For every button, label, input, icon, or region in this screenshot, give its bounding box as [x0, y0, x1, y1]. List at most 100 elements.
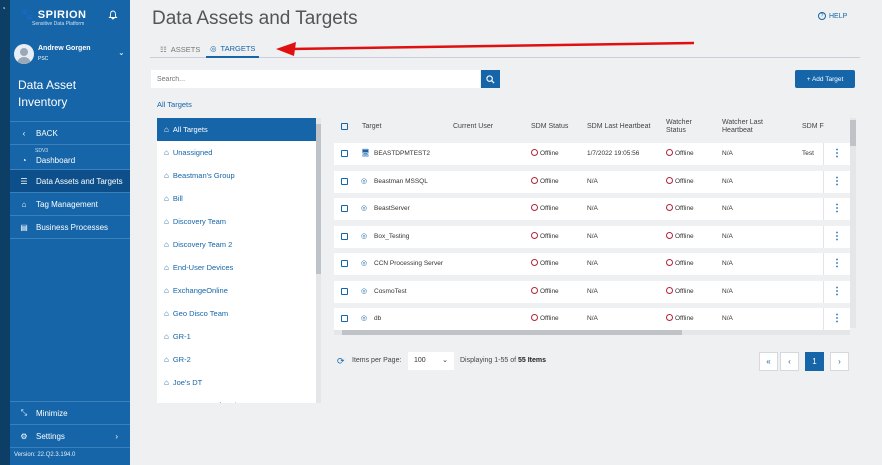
row-actions-kebab-icon[interactable]: ⋮ [823, 198, 850, 220]
cell-target[interactable]: BEASTDPMTEST2 [374, 150, 430, 157]
sidebar-nav: ‹ BACK SDV3 ◔ Dashboard ☰ Data Assets an… [10, 121, 130, 239]
tag-list-item[interactable]: ⌂ Joe's DT [157, 371, 316, 394]
row-checkbox[interactable] [341, 177, 348, 185]
column-header-sdm-heartbeat[interactable]: SDM Last Heartbeat [587, 123, 651, 130]
tag-list-item[interactable]: ⌂ End-User Devices [157, 256, 316, 279]
sidebar-item-back[interactable]: ‹ BACK [10, 122, 130, 145]
tag-label: Discovery Team [172, 217, 227, 226]
tag-list-item[interactable]: ⌂ Discovery Team [157, 210, 316, 233]
sidebar-item-dashboard[interactable]: SDV3 ◔ Dashboard [10, 145, 130, 170]
cell-watcher-status: Offline [666, 259, 694, 267]
cell-target[interactable]: db [374, 315, 382, 322]
row-checkbox[interactable] [341, 287, 348, 295]
tag-list-item[interactable]: ⌂ GR-2 [157, 348, 316, 371]
sidebar-item-tag-management[interactable]: ⌂ Tag Management [10, 193, 130, 216]
tag-label: ExchangeOnline [172, 286, 228, 295]
table-horizontal-scrollbar[interactable] [334, 330, 850, 335]
column-header-sdm-f[interactable]: SDM F [802, 123, 824, 130]
cell-target[interactable]: BeastServer [374, 205, 410, 212]
tag-list-item[interactable]: ⌂ Beastman's Group [157, 164, 316, 187]
select-all-checkbox[interactable] [341, 123, 348, 130]
page-button-current[interactable]: 1 [805, 352, 824, 371]
table-row[interactable]: ◎ Box_Testing Offline N/A Offline N/A ⋮ [334, 225, 850, 248]
scrollbar-thumb[interactable] [850, 120, 856, 146]
row-actions-kebab-icon[interactable]: ⋮ [823, 143, 850, 165]
chevron-down-icon[interactable]: ⌄ [118, 48, 125, 57]
offline-status-icon [531, 176, 538, 184]
tag-list-item[interactable]: ⌂ Bill [157, 187, 316, 210]
help-label: HELP [829, 12, 848, 20]
tag-label: All Targets [172, 125, 208, 134]
tag-list-item[interactable]: ⌂ Discovery Team 2 [157, 233, 316, 256]
row-checkbox[interactable] [341, 232, 348, 240]
cell-target[interactable]: Beastman MSSQL [374, 177, 428, 185]
tag-list-item[interactable]: ⌂ All Targets [157, 118, 316, 141]
cell-target[interactable]: Box_Testing [374, 232, 410, 240]
status-text: Offline [675, 260, 694, 267]
column-header-watcher-status[interactable]: Watcher Status [666, 119, 692, 134]
offline-status-icon [666, 149, 673, 157]
row-actions-kebab-icon[interactable]: ⋮ [823, 225, 850, 248]
row-checkbox[interactable] [341, 315, 348, 322]
tag-icon: ⌂ [164, 378, 169, 387]
prev-page-button[interactable]: ‹ [780, 352, 799, 371]
tag-list-scrollbar[interactable] [316, 118, 321, 403]
table-row[interactable]: ◎ db Offline N/A Offline N/A ⋮ [334, 308, 850, 330]
scrollbar-thumb[interactable] [342, 330, 682, 335]
search-input[interactable] [151, 70, 480, 88]
column-header-watcher-heartbeat[interactable]: Watcher Last Heartbeat [722, 119, 763, 134]
offline-status-icon [531, 259, 538, 267]
display-prefix: Displaying 1-55 of [460, 357, 518, 364]
table-scrollbar[interactable] [850, 118, 856, 328]
sidebar-item-business-processes[interactable]: ▤ Business Processes [10, 216, 130, 239]
cell-target[interactable]: CCN Processing Server [374, 260, 443, 267]
row-checkbox[interactable] [341, 150, 348, 157]
add-target-button[interactable]: + Add Target [795, 70, 855, 88]
tag-label: GR-2 [172, 355, 191, 364]
row-actions-kebab-icon[interactable]: ⋮ [823, 280, 850, 303]
scrollbar-thumb[interactable] [316, 124, 321, 274]
row-actions-kebab-icon[interactable]: ⋮ [823, 170, 850, 193]
row-actions-kebab-icon[interactable]: ⋮ [823, 308, 850, 330]
tag-list: ⌂ All Targets ⌂ Unassigned ⌂ Beastman's Group… [157, 118, 316, 403]
tag-label: Unassigned [172, 148, 213, 157]
sidebar-item-data-assets[interactable]: ☰ Data Assets and Targets [10, 170, 130, 193]
next-page-button[interactable]: › [830, 352, 849, 371]
tag-list-item[interactable]: ⌂ GR-1 [157, 325, 316, 348]
search-button[interactable] [481, 70, 500, 88]
table-row[interactable]: ◎ CosmoTest Offline N/A Offline N/A ⋮ [334, 280, 850, 303]
refresh-icon[interactable]: ⟳ [337, 356, 345, 366]
cell-watcher-heartbeat: N/A [722, 150, 733, 157]
cell-sdm-heartbeat: N/A [587, 260, 598, 267]
bell-icon[interactable] [108, 10, 118, 20]
table-row[interactable]: ◎ Beastman MSSQL Offline N/A Offline N/A ⋮ [334, 170, 850, 193]
breadcrumb[interactable]: All Targets [157, 100, 192, 109]
tag-list-item[interactable]: ⌂ Unassigned [157, 141, 316, 164]
sidebar: 🐾 SPIRION Sensitive Data Platform Andrew… [10, 0, 130, 465]
tag-list-item[interactable]: ⌂ Joe's test tag for 3/24 [157, 394, 316, 403]
column-header-target[interactable]: Target [362, 123, 382, 130]
tag-icon: ⌂ [164, 240, 169, 249]
tag-label: Discovery Team 2 [172, 240, 233, 249]
sidebar-item-settings[interactable]: ⚙ Settings › [10, 425, 130, 448]
row-checkbox[interactable] [341, 205, 348, 212]
help-link[interactable]: ? HELP [818, 12, 847, 20]
tab-targets[interactable]: ◎ TARGETS [206, 40, 260, 58]
sidebar-item-minimize[interactable]: ⤡ Minimize [10, 402, 130, 425]
tab-assets[interactable]: ☷ ASSETS [156, 40, 204, 58]
column-header-current-user[interactable]: Current User [453, 123, 494, 130]
tag-list-item[interactable]: ⌂ ExchangeOnline [157, 279, 316, 302]
column-header-sdm-status[interactable]: SDM Status [531, 123, 569, 130]
items-per-page-select[interactable]: 100 ⌄ [408, 352, 454, 370]
cell-sdm-status: Offline [531, 231, 559, 240]
offline-status-icon [666, 231, 673, 239]
user-menu[interactable]: Andrew Gorgen PSC ⌄ [14, 44, 126, 68]
row-checkbox[interactable] [341, 260, 348, 267]
row-actions-kebab-icon[interactable]: ⋮ [823, 253, 850, 275]
first-page-button[interactable]: « [759, 352, 778, 371]
table-row[interactable]: 🖥 BEASTDPMTEST2 Offline 1/7/2022 19:05:56 Of… [334, 143, 850, 165]
table-row[interactable]: ◎ BeastServer Offline N/A Offline N/A ⋮ [334, 198, 850, 220]
tag-list-item[interactable]: ⌂ Geo Disco Team [157, 302, 316, 325]
cell-target[interactable]: CosmoTest [374, 287, 407, 295]
table-row[interactable]: ◎ CCN Processing Server Offline N/A Offline N… [334, 253, 850, 275]
